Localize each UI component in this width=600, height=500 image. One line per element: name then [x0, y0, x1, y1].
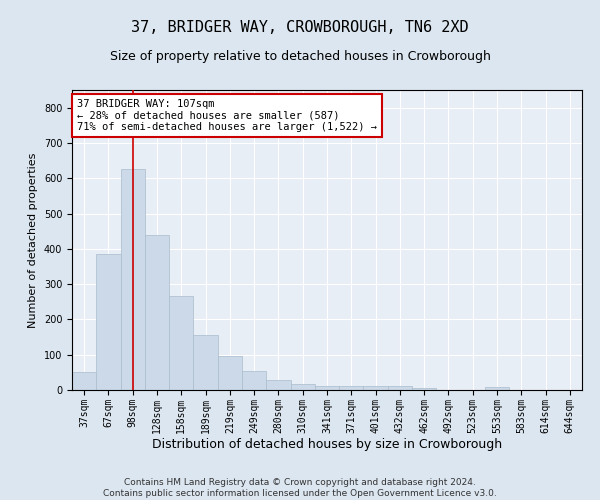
Bar	[145, 234, 169, 390]
Bar	[412, 388, 436, 390]
Bar	[388, 386, 412, 390]
Bar	[315, 386, 339, 390]
Text: 37 BRIDGER WAY: 107sqm
← 28% of detached houses are smaller (587)
71% of semi-de: 37 BRIDGER WAY: 107sqm ← 28% of detached…	[77, 99, 377, 132]
Bar	[169, 296, 193, 390]
X-axis label: Distribution of detached houses by size in Crowborough: Distribution of detached houses by size …	[152, 438, 502, 452]
Bar	[266, 380, 290, 390]
Text: Size of property relative to detached houses in Crowborough: Size of property relative to detached ho…	[110, 50, 490, 63]
Bar	[96, 254, 121, 390]
Bar	[290, 384, 315, 390]
Bar	[72, 372, 96, 390]
Bar	[218, 356, 242, 390]
Bar	[485, 387, 509, 390]
Bar	[364, 386, 388, 390]
Bar	[121, 170, 145, 390]
Bar	[339, 386, 364, 390]
Text: 37, BRIDGER WAY, CROWBOROUGH, TN6 2XD: 37, BRIDGER WAY, CROWBOROUGH, TN6 2XD	[131, 20, 469, 35]
Text: Contains HM Land Registry data © Crown copyright and database right 2024.
Contai: Contains HM Land Registry data © Crown c…	[103, 478, 497, 498]
Bar	[242, 370, 266, 390]
Y-axis label: Number of detached properties: Number of detached properties	[28, 152, 38, 328]
Bar	[193, 336, 218, 390]
